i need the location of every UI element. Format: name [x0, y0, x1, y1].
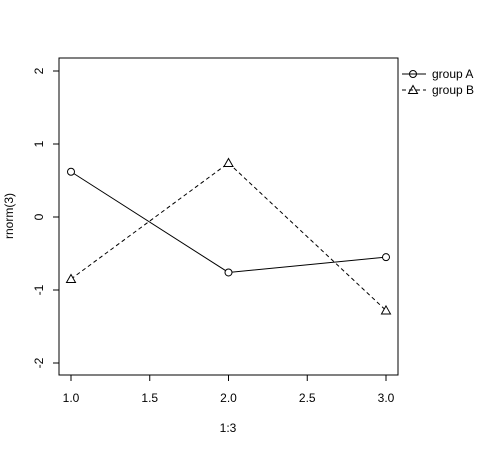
legend-label-group-a: group A — [432, 67, 473, 81]
legend-label-group-b: group B — [432, 83, 474, 97]
y-tick-label: 2 — [32, 67, 46, 74]
legend-triangle-icon — [407, 84, 419, 94]
legend-item-group-a: group A — [402, 67, 473, 81]
series-line-group-a — [70, 171, 387, 273]
legend: group A group B — [402, 67, 474, 97]
y-tick-label: -2 — [32, 357, 46, 368]
data-point-circle — [382, 253, 390, 262]
plot-frame — [58, 57, 399, 376]
data-point-triangle — [65, 273, 77, 284]
y-axis-label: rnorm(3) — [2, 193, 16, 239]
y-axis: -2 -1 0 1 2 — [32, 67, 60, 368]
data-point-circle — [224, 268, 233, 277]
y-tick-label: 0 — [32, 213, 46, 220]
y-tick-label: -1 — [32, 284, 46, 295]
x-tick-label: 3.0 — [378, 391, 395, 405]
data-point-circle — [67, 167, 75, 176]
x-axis-label: 1:3 — [220, 421, 237, 435]
x-tick-label: 2.0 — [220, 391, 237, 405]
data-point-triangle — [380, 304, 392, 315]
x-tick-label: 1.0 — [63, 391, 80, 405]
legend-item-group-b: group B — [402, 83, 474, 97]
series-layer — [65, 157, 392, 315]
x-tick-label: 1.5 — [141, 391, 158, 405]
x-tick-label: 2.5 — [299, 391, 316, 405]
x-axis: 1.0 1.5 2.0 2.5 3.0 — [63, 374, 395, 405]
y-tick-label: 1 — [32, 140, 46, 147]
series-line-group-b — [70, 162, 387, 311]
data-point-triangle — [223, 157, 234, 167]
legend-circle-icon — [409, 70, 417, 78]
